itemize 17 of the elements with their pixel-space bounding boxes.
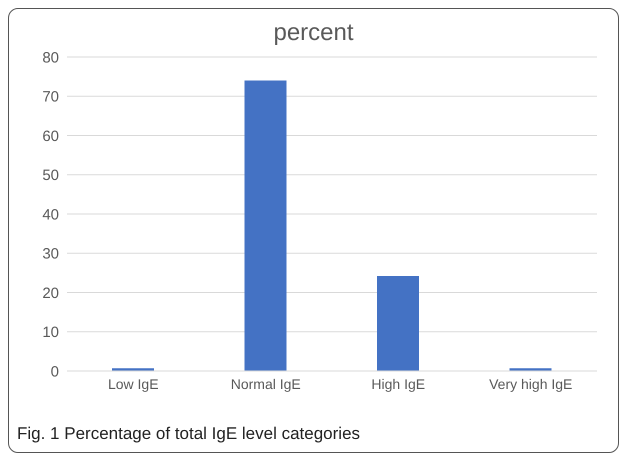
y-tick-label: 30 (42, 246, 59, 263)
y-tick-label: 20 (42, 284, 59, 302)
x-tick-label: High IgE (371, 376, 426, 392)
x-tick-label: Very high IgE (489, 376, 572, 392)
y-tick-label: 80 (42, 49, 59, 66)
bar (244, 80, 286, 371)
bar (377, 276, 419, 371)
y-tick-label: 0 (50, 363, 59, 380)
y-tick-label: 10 (42, 324, 59, 342)
y-tick-label: 70 (42, 88, 59, 106)
y-tick-label: 60 (42, 128, 59, 145)
y-tick-label: 40 (42, 206, 59, 224)
caption: Fig. 1 Percentage of total IgE level categories (17, 424, 360, 444)
y-tick-label: 50 (42, 167, 59, 184)
chart-title: percent (272, 18, 355, 47)
x-tick-label: Normal IgE (230, 376, 301, 392)
x-tick-label: Low IgE (108, 376, 159, 392)
